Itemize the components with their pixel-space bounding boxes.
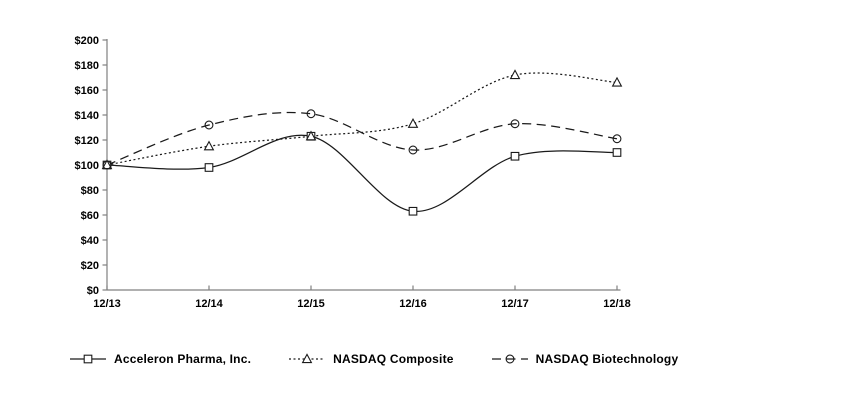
circle-marker-icon: [102, 160, 112, 170]
legend-item-nasdaq-biotechnology: NASDAQ Biotechnology: [491, 352, 679, 366]
chart-legend: Acceleron Pharma, Inc. NASDAQ Composite NA…: [70, 352, 678, 366]
triangle-marker-icon: [611, 76, 623, 87]
triangle-marker-icon: [407, 117, 419, 128]
legend-label: NASDAQ Biotechnology: [535, 352, 679, 366]
series-line-acceleron-pharma-inc: [106, 134, 618, 212]
triangle-line-swatch-icon: [289, 353, 326, 364]
y-axis-tick-label: $140: [75, 110, 99, 122]
triangle-marker-icon: [509, 69, 521, 80]
chart-plot-svg: $0 $20 $40 $60 $80 $100 $120 $140 $160 $180 $200 12…: [75, 35, 631, 310]
series-markers-acceleron-pharma-inc: [102, 131, 622, 216]
y-axis-tick-label: $100: [75, 160, 99, 172]
y-axis-tick-label: $20: [81, 260, 99, 272]
square-marker-icon: [204, 163, 214, 172]
triangle-marker-icon: [203, 140, 215, 151]
x-axis-tick-label: 12/18: [603, 298, 631, 310]
y-axis-tick-label: $200: [75, 35, 99, 47]
y-axis-tick-label: $120: [75, 135, 99, 147]
square-marker-icon: [408, 206, 418, 216]
legend-label: Acceleron Pharma, Inc.: [114, 352, 252, 366]
legend-item-acceleron-pharma-inc: Acceleron Pharma, Inc.: [70, 352, 251, 366]
x-axis-tick-label: 12/16: [399, 298, 427, 310]
legend-item-nasdaq-composite: NASDAQ Composite: [289, 352, 454, 366]
axes: $0 $20 $40 $60 $80 $100 $120 $140 $160 $180 $200 12…: [75, 35, 631, 310]
circle-marker-icon: [505, 354, 515, 364]
series-line-nasdaq-biotechnology: [106, 111, 618, 166]
x-axis-tick-label: 12/14: [195, 298, 223, 310]
square-marker-icon: [612, 148, 622, 157]
y-axis-tick-label: $180: [75, 60, 99, 72]
x-axis-tick-label: 12/13: [93, 298, 121, 310]
square-line-swatch-icon: [70, 354, 106, 364]
circle-marker-icon: [306, 109, 316, 119]
triangle-marker-icon: [301, 353, 313, 364]
y-axis-tick-label: $0: [87, 285, 99, 297]
circle-marker-icon: [204, 120, 214, 130]
legend-label: NASDAQ Composite: [333, 352, 454, 366]
y-axis-tick-label: $80: [81, 185, 99, 197]
x-axis-tick-label: 12/17: [501, 298, 529, 310]
square-marker-icon: [510, 151, 520, 161]
y-axis-tick-label: $60: [81, 210, 99, 222]
square-marker-icon: [83, 354, 93, 364]
circle-marker-icon: [510, 119, 520, 129]
triangle-marker-icon: [305, 130, 317, 141]
y-axis-tick-label: $40: [81, 235, 99, 247]
y-axis-tick-label: $160: [75, 85, 99, 97]
series-markers-nasdaq-composite: [101, 69, 623, 170]
circle-marker-icon: [408, 145, 418, 155]
series-markers-nasdaq-biotechnology: [102, 109, 622, 170]
circle-line-swatch-icon: [491, 354, 528, 364]
circle-marker-icon: [612, 134, 622, 144]
stock-performance-chart: $0 $20 $40 $60 $80 $100 $120 $140 $160 $180 $200 12…: [75, 35, 631, 310]
x-axis-tick-label: 12/15: [297, 298, 325, 310]
